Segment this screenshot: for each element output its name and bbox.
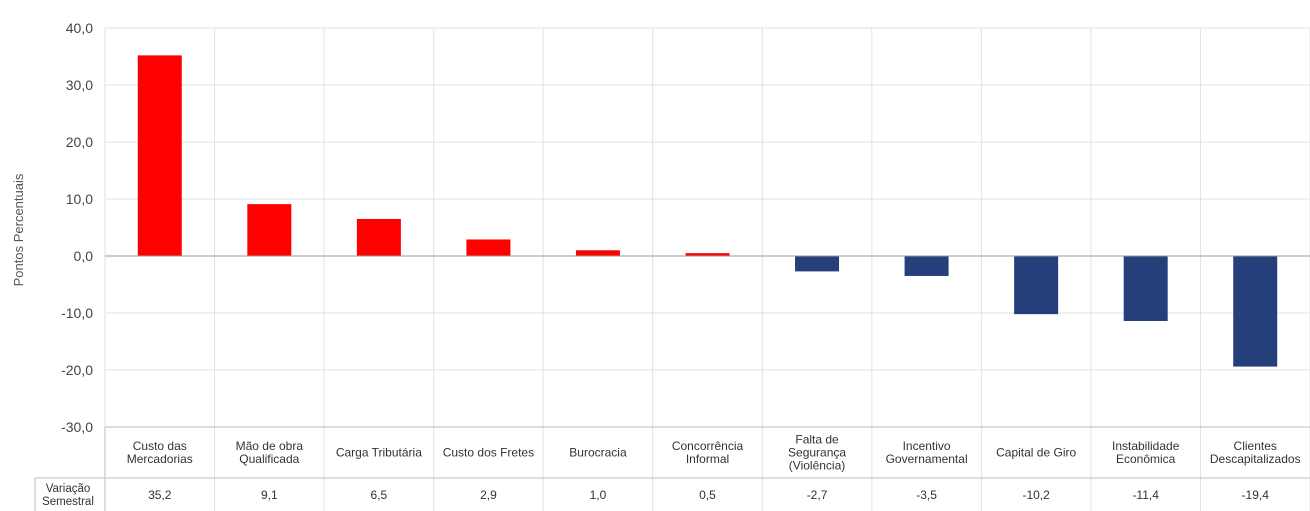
data-value-label: 9,1	[261, 488, 278, 502]
bar	[1014, 256, 1059, 315]
category-label: Falta de Segurança (Violência)	[788, 433, 846, 473]
category-label-line: Custo dos Fretes	[443, 446, 534, 460]
data-value-label: 1,0	[590, 488, 607, 502]
y-tick-label: -10,0	[61, 305, 93, 321]
y-tick-label: -20,0	[61, 362, 93, 378]
category-label: Custo dos Fretes	[443, 446, 534, 460]
data-value-label: -19,4	[1242, 488, 1270, 502]
category-label-line: Mão de obra	[236, 439, 304, 453]
category-label: Capital de Giro	[996, 446, 1076, 460]
category-label-line: Concorrência	[672, 439, 744, 453]
y-axis-label: Pontos Percentuais	[11, 173, 26, 286]
category-label: Custo das Mercadorias	[127, 439, 193, 466]
category-label-line: Segurança	[788, 446, 846, 460]
data-table: Custo das Mercadorias Mão de obra Qualifica…	[34, 426, 1310, 511]
data-value-label: 35,2	[148, 488, 172, 502]
category-label-line: Burocracia	[569, 446, 627, 460]
bar	[904, 256, 949, 276]
data-value-label: -3,5	[916, 488, 937, 502]
bar	[575, 250, 620, 256]
grid-lines	[104, 27, 1310, 511]
y-tick-label: 40,0	[66, 20, 93, 36]
category-label-line: Governamental	[886, 452, 968, 466]
bar	[466, 239, 511, 256]
category-label: Instabilidade Econômica	[1112, 439, 1180, 466]
data-value-label: -10,2	[1022, 488, 1050, 502]
bar	[1233, 256, 1278, 367]
series-name-line: Variação	[46, 483, 91, 495]
category-label-line: Carga Tributária	[336, 446, 422, 460]
bar	[1123, 256, 1168, 321]
bar	[247, 204, 292, 256]
data-value-label: -11,4	[1132, 488, 1159, 502]
y-tick-label: 30,0	[66, 77, 93, 93]
category-label-line: Clientes	[1234, 439, 1277, 453]
category-label: Carga Tributária	[336, 446, 422, 460]
data-value-label: 2,9	[480, 488, 497, 502]
y-axis-ticks: 40,0 30,0 20,0 10,0 0,0 -10,0 -20,0 -30,0	[61, 20, 93, 435]
category-label-line: Econômica	[1116, 452, 1176, 466]
category-label-line: Informal	[686, 452, 729, 466]
category-label: Burocracia	[569, 446, 627, 460]
y-tick-label: -30,0	[61, 419, 93, 435]
bars	[137, 55, 1278, 367]
data-value-label: -2,7	[807, 488, 828, 502]
data-value-label: 6,5	[371, 488, 388, 502]
data-value-label: 0,5	[699, 488, 716, 502]
bar	[137, 55, 182, 256]
category-label-line: Qualificada	[239, 452, 299, 466]
category-label-line: Capital de Giro	[996, 446, 1076, 460]
category-label: Concorrência Informal	[672, 439, 744, 466]
category-label-line: Instabilidade	[1112, 439, 1180, 453]
category-label-line: Descapitalizados	[1210, 452, 1301, 466]
y-tick-label: 20,0	[66, 134, 93, 150]
category-label-line: Falta de	[795, 433, 839, 447]
bar	[356, 218, 401, 256]
category-label-line: Custo das	[133, 439, 187, 453]
y-tick-label: 10,0	[66, 191, 93, 207]
category-label: Clientes Descapitalizados	[1210, 439, 1301, 466]
category-label: Incentivo Governamental	[886, 439, 968, 466]
y-tick-label: 0,0	[74, 248, 94, 264]
category-label-line: Incentivo	[903, 439, 951, 453]
series-name-line: Semestral	[42, 496, 94, 508]
category-label-line: Mercadorias	[127, 452, 193, 466]
category-label-line: (Violência)	[789, 459, 845, 473]
bar	[685, 253, 730, 256]
bar	[795, 256, 840, 272]
category-label: Mão de obra Qualificada	[236, 439, 304, 466]
series-name: Variação Semestral	[42, 483, 94, 508]
